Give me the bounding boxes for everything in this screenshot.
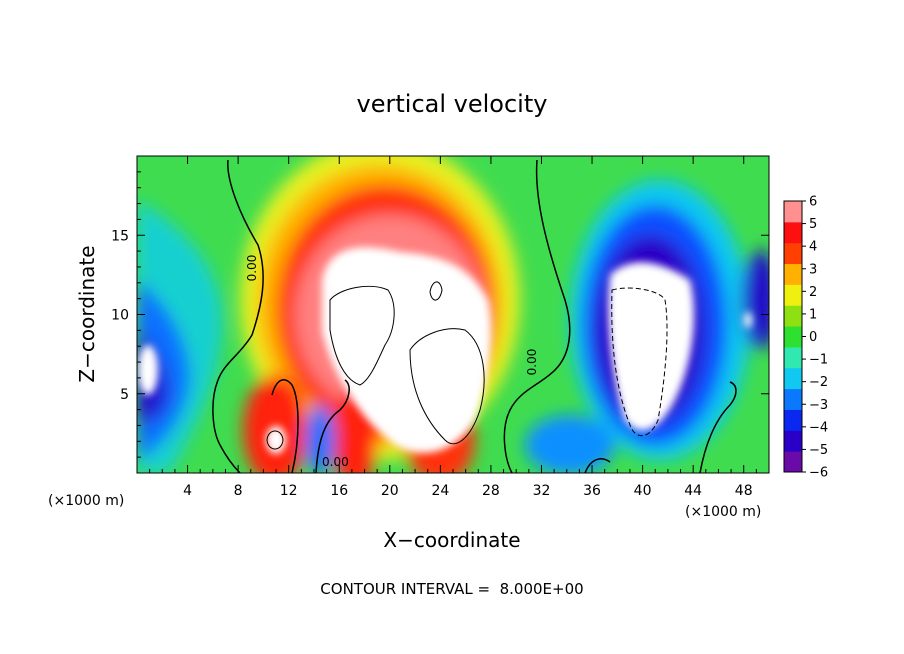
colorbar-tick-label: 6	[809, 195, 817, 210]
colorbar-tick-label: −3	[809, 398, 828, 413]
x-tick-label: 44	[684, 483, 702, 499]
colorbar-swatch	[784, 221, 802, 244]
x-tick-label: 16	[330, 483, 348, 499]
x-tick-label: 20	[381, 483, 399, 499]
colorbar-tick-label: 1	[809, 307, 817, 322]
x-tick-label: 48	[735, 483, 753, 499]
contour-label: 0.00	[322, 455, 349, 469]
y-axis: 5 10 15	[111, 171, 769, 458]
contour-interval-note: CONTOUR INTERVAL = 8.000E+00	[320, 580, 583, 598]
y-axis-label: Z−coordinate	[75, 245, 99, 382]
y-tick-label: 10	[111, 308, 129, 324]
colorbar-swatch	[784, 284, 802, 306]
colorbar-swatch	[784, 201, 802, 223]
colorbar-swatch	[784, 367, 802, 390]
x-unit-right: (×1000 m)	[685, 504, 761, 520]
x-axis-label: X−coordinate	[383, 528, 520, 552]
colorbar-tick-label: −4	[809, 420, 828, 435]
colorbar-swatch	[784, 346, 802, 369]
x-tick-label: 24	[431, 483, 449, 499]
colorbar-tick-label: 5	[809, 217, 817, 232]
colorbar-swatch	[784, 242, 802, 265]
x-axis: 4 8 12 16 20 24 28 32 36 40 44 48	[149, 156, 757, 499]
heatmap-field: 0.00 0.00 0.00	[137, 156, 769, 473]
colorbar-tick-label: 4	[809, 240, 817, 255]
contour-label: 0.00	[525, 349, 539, 376]
colorbar-tick-label: −2	[809, 375, 828, 390]
x-tick-label: 8	[234, 483, 243, 499]
colorbar-tick-label: −6	[809, 466, 828, 481]
colorbar-swatch	[784, 388, 802, 410]
x-unit-left: (×1000 m)	[48, 493, 124, 509]
colorbar-tick-label: 0	[809, 330, 817, 345]
colorbar-swatch	[784, 451, 802, 473]
colorbar-tick-label: 2	[809, 285, 817, 300]
colorbar-tick-label: −1	[809, 353, 828, 368]
colorbar-swatch	[784, 430, 802, 452]
x-tick-label: 12	[280, 483, 298, 499]
y-tick-label: 5	[120, 387, 129, 403]
x-tick-label: 32	[533, 483, 551, 499]
x-tick-label: 28	[482, 483, 500, 499]
colorbar-swatch	[784, 326, 802, 348]
x-tick-label: 4	[183, 483, 192, 499]
x-tick-label: 36	[583, 483, 601, 499]
colorbar-swatch	[784, 305, 802, 327]
colorbar-swatch	[784, 263, 802, 285]
contour-label: 0.00	[245, 255, 259, 282]
colorbar: 6 5 4 3 2 1 0 −1 −2 −3 −4 −5 −6	[783, 195, 828, 481]
y-tick-label: 15	[111, 228, 129, 244]
chart-title: vertical velocity	[357, 90, 548, 118]
colorbar-tick-label: 3	[809, 262, 817, 277]
colorbar-tick-label: −5	[809, 443, 828, 458]
x-tick-label: 40	[634, 483, 652, 499]
colorbar-swatch	[784, 409, 802, 431]
